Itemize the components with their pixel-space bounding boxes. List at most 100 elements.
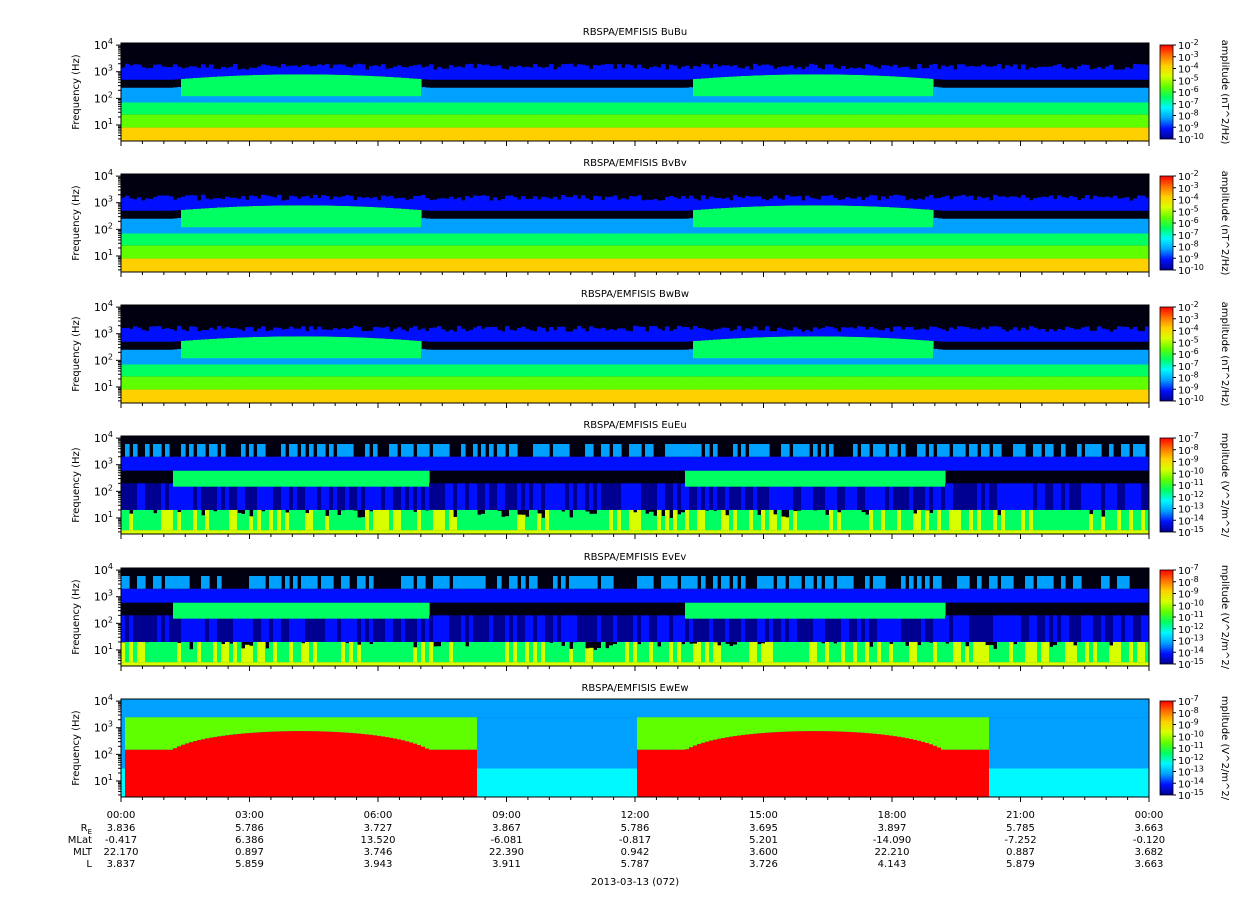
colorbar-tick-label: 10-6: [1178, 347, 1199, 361]
colorbar-tick-label: 10-7: [1178, 228, 1199, 242]
y-tick-label: 103: [94, 457, 113, 472]
x-tick-label: 03:00: [235, 810, 264, 821]
y-tick-label: 101: [94, 773, 113, 788]
ephemeris-value: 0.942: [621, 847, 650, 858]
colorbar-tick-label: 10-10: [1178, 394, 1204, 408]
panel-title: RBSPA/EMFISIS BuBu: [583, 27, 687, 38]
ephemeris-value: 3.837: [107, 859, 136, 870]
panel-title: RBSPA/EMFISIS EuEu: [583, 420, 686, 431]
y-axis-label: Frequency (Hz): [71, 447, 82, 523]
y-tick-label: 103: [94, 589, 113, 604]
date-label: 2013-03-13 (072): [591, 877, 679, 888]
y-axis-label: Frequency (Hz): [71, 54, 82, 130]
x-tick-label: 00:00: [107, 810, 136, 821]
colorbar-tick-label: 10-3: [1178, 181, 1199, 195]
ephemeris-value: 3.663: [1135, 823, 1164, 834]
y-tick-label: 102: [94, 90, 113, 105]
colorbar-tick-label: 10-13: [1178, 634, 1204, 648]
y-tick-label: 104: [94, 430, 113, 445]
colorbar-tick-label: 10-13: [1178, 502, 1204, 516]
colorbar-tick-label: 10-4: [1178, 324, 1199, 338]
ephemeris-value: 3.836: [107, 823, 136, 834]
colorbar-tick-label: 10-2: [1178, 169, 1199, 183]
ephemeris-value: 22.170: [104, 847, 139, 858]
colorbar-tick-label: 10-12: [1178, 622, 1204, 636]
y-tick-label: 104: [94, 693, 113, 708]
colorbar-tick-label: 10-6: [1178, 85, 1199, 99]
ephemeris-value: 3.726: [749, 859, 778, 870]
colorbar-tick-label: 10-7: [1178, 97, 1199, 111]
colorbar-tick-label: 10-10: [1178, 729, 1204, 743]
colorbar-tick-label: 10-8: [1178, 240, 1199, 254]
ephemeris-value: -6.081: [490, 835, 522, 846]
colorbar-tick-label: 10-7: [1178, 359, 1199, 373]
colorbar: [1159, 569, 1174, 665]
spectrogram-panel: RBSPA/EMFISIS BvBv Frequency (Hz) 104 103 10…: [71, 158, 1230, 277]
colorbar-tick-label: 10-8: [1178, 443, 1199, 457]
ephemeris-value: 4.143: [878, 859, 907, 870]
ephemeris-value: 3.600: [749, 847, 778, 858]
ephemeris-value: 3.727: [364, 823, 393, 834]
panel-title: RBSPA/EMFISIS EwEw: [581, 683, 688, 694]
ephemeris-value: 5.787: [621, 859, 650, 870]
y-axis-label: Frequency (Hz): [71, 185, 82, 261]
colorbar-tick-label: 10-4: [1178, 62, 1199, 76]
colorbar-tick-label: 10-10: [1178, 598, 1204, 612]
colorbar-tick-label: 10-8: [1178, 109, 1199, 123]
ephemeris-value: 22.390: [489, 847, 524, 858]
colorbar-tick-label: 10-5: [1178, 204, 1199, 218]
x-tick-label: 18:00: [878, 810, 907, 821]
y-tick-label: 102: [94, 746, 113, 761]
y-tick-label: 103: [94, 195, 113, 210]
x-tick-label: 00:00: [1135, 810, 1164, 821]
ephemeris-value: 5.786: [621, 823, 650, 834]
y-axis-label: Frequency (Hz): [71, 579, 82, 655]
y-tick-label: 101: [94, 642, 113, 657]
colorbar-tick-label: 10-7: [1178, 694, 1199, 708]
colorbar-tick-label: 10-3: [1178, 50, 1199, 64]
colorbar-tick-label: 10-5: [1178, 73, 1199, 87]
colorbar-label: amplitude (nT^2/Hz): [1219, 302, 1230, 407]
colorbar-tick-label: 10-9: [1178, 251, 1199, 265]
spectrogram-panel: RBSPA/EMFISIS BwBw Frequency (Hz) 104 103 10…: [71, 289, 1230, 408]
ephemeris-value: -14.090: [873, 835, 912, 846]
spectrogram-image: [121, 174, 1149, 272]
spectrogram-panel: RBSPA/EMFISIS EwEw Frequency (Hz) 104 103 10…: [71, 683, 1230, 802]
ephemeris-value: 3.695: [749, 823, 778, 834]
ephemeris-value: -0.817: [619, 835, 651, 846]
ephemeris-row-label: RE: [81, 823, 92, 836]
colorbar-tick-label: 10-11: [1178, 478, 1204, 492]
spectrogram-panel: RBSPA/EMFISIS BuBu Frequency (Hz) 104 103 10…: [71, 27, 1230, 146]
panel-title: RBSPA/EMFISIS EvEv: [584, 552, 687, 563]
x-tick-label: 06:00: [364, 810, 393, 821]
ephemeris-value: 0.887: [1006, 847, 1035, 858]
ephemeris-value: 3.682: [1135, 847, 1164, 858]
colorbar-tick-label: 10-15: [1178, 788, 1204, 802]
ephemeris-value: 3.867: [492, 823, 521, 834]
colorbar-tick-label: 10-14: [1178, 513, 1204, 527]
colorbar-tick-label: 10-9: [1178, 120, 1199, 134]
ephemeris-value: -0.120: [1133, 835, 1165, 846]
colorbar-tick-label: 10-9: [1178, 455, 1199, 469]
x-tick-label: 21:00: [1006, 810, 1035, 821]
ephemeris-value: 5.785: [1006, 823, 1035, 834]
ephemeris-value: 5.201: [749, 835, 778, 846]
colorbar-tick-label: 10-5: [1178, 335, 1199, 349]
y-tick-label: 102: [94, 352, 113, 367]
colorbar-tick-label: 10-6: [1178, 216, 1199, 230]
panel-title: RBSPA/EMFISIS BvBv: [583, 158, 687, 169]
spectrogram-image: [121, 436, 1149, 534]
x-tick-label: 15:00: [749, 810, 778, 821]
ephemeris-row-label: MLat: [68, 835, 92, 846]
colorbar-tick-label: 10-9: [1178, 718, 1199, 732]
y-tick-label: 101: [94, 117, 113, 132]
colorbar-tick-label: 10-15: [1178, 525, 1204, 539]
y-axis-label: Frequency (Hz): [71, 710, 82, 786]
colorbar: [1159, 437, 1174, 533]
spectrogram-image: [121, 568, 1149, 666]
y-tick-label: 102: [94, 483, 113, 498]
ephemeris-value: 6.386: [235, 835, 264, 846]
y-tick-label: 102: [94, 221, 113, 236]
colorbar-tick-label: 10-9: [1178, 587, 1199, 601]
colorbar-tick-label: 10-2: [1178, 38, 1199, 52]
